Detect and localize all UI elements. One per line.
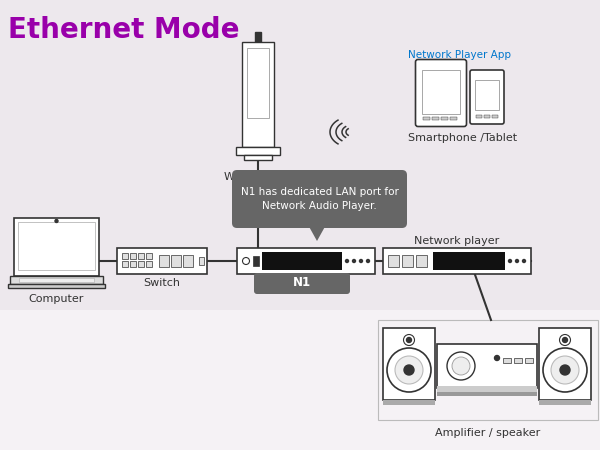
Bar: [539, 328, 591, 400]
Bar: [159, 255, 169, 267]
FancyBboxPatch shape: [415, 59, 467, 126]
Text: Switch: Switch: [143, 278, 181, 288]
Bar: [492, 115, 498, 118]
Bar: [383, 400, 435, 405]
Bar: [14, 218, 99, 276]
Bar: [117, 248, 207, 274]
Bar: [539, 400, 591, 405]
Circle shape: [242, 257, 250, 265]
Bar: [0, 0, 600, 310]
Bar: [138, 253, 144, 259]
Circle shape: [563, 338, 568, 342]
Bar: [0, 310, 600, 450]
Circle shape: [404, 365, 414, 375]
Bar: [514, 358, 522, 363]
Bar: [122, 261, 128, 267]
Text: Computer: Computer: [29, 294, 84, 304]
Bar: [416, 255, 427, 267]
Circle shape: [55, 220, 58, 222]
Bar: [236, 147, 280, 155]
Bar: [441, 117, 448, 120]
FancyBboxPatch shape: [470, 70, 504, 124]
Text: Network player: Network player: [415, 236, 500, 246]
Bar: [432, 117, 439, 120]
Text: Smartphone /Tablet: Smartphone /Tablet: [409, 133, 518, 143]
Bar: [433, 252, 505, 270]
Bar: [378, 320, 598, 420]
Text: Wi-FI Router: Wi-FI Router: [224, 172, 292, 182]
Bar: [183, 255, 193, 267]
Text: Network Player App: Network Player App: [409, 50, 511, 60]
Bar: [437, 386, 537, 388]
Bar: [253, 256, 259, 266]
Bar: [422, 70, 460, 114]
Circle shape: [447, 352, 475, 380]
Bar: [475, 80, 499, 110]
Bar: [476, 115, 482, 118]
Circle shape: [551, 356, 579, 384]
Text: N1: N1: [293, 276, 311, 289]
Bar: [19, 278, 94, 282]
Bar: [10, 276, 103, 284]
Bar: [255, 32, 261, 42]
Bar: [237, 248, 375, 274]
Bar: [484, 115, 490, 118]
Circle shape: [359, 259, 363, 263]
Bar: [130, 261, 136, 267]
Circle shape: [508, 259, 512, 263]
Circle shape: [352, 259, 356, 263]
Bar: [437, 392, 537, 396]
Circle shape: [543, 348, 587, 392]
Bar: [199, 257, 204, 265]
Circle shape: [407, 338, 412, 342]
Circle shape: [366, 259, 370, 263]
Bar: [262, 252, 342, 270]
Circle shape: [404, 334, 415, 346]
Bar: [383, 328, 435, 400]
Polygon shape: [307, 223, 327, 241]
Circle shape: [560, 334, 571, 346]
Bar: [423, 117, 430, 120]
Bar: [437, 388, 537, 390]
Bar: [8, 284, 105, 288]
Bar: [242, 42, 274, 147]
Circle shape: [522, 259, 526, 263]
Text: Ethernet Mode: Ethernet Mode: [8, 16, 239, 44]
Bar: [130, 253, 136, 259]
FancyBboxPatch shape: [254, 273, 350, 294]
Text: Amplifier / speaker: Amplifier / speaker: [436, 428, 541, 438]
Circle shape: [387, 348, 431, 392]
Text: N1 has dedicated LAN port for
Network Audio Player.: N1 has dedicated LAN port for Network Au…: [241, 187, 398, 211]
Bar: [122, 253, 128, 259]
Bar: [244, 155, 272, 160]
Circle shape: [494, 356, 499, 360]
Bar: [383, 248, 531, 274]
Circle shape: [395, 356, 423, 384]
Circle shape: [452, 357, 470, 375]
Circle shape: [345, 259, 349, 263]
Circle shape: [515, 259, 519, 263]
Bar: [247, 48, 269, 118]
Bar: [437, 344, 537, 388]
Bar: [437, 390, 537, 392]
Bar: [388, 255, 399, 267]
Bar: [450, 117, 457, 120]
Bar: [171, 255, 181, 267]
FancyBboxPatch shape: [232, 170, 407, 228]
Bar: [146, 253, 152, 259]
Bar: [402, 255, 413, 267]
Bar: [503, 358, 511, 363]
Bar: [138, 261, 144, 267]
Bar: [18, 222, 95, 270]
Circle shape: [560, 365, 570, 375]
Bar: [525, 358, 533, 363]
Bar: [146, 261, 152, 267]
